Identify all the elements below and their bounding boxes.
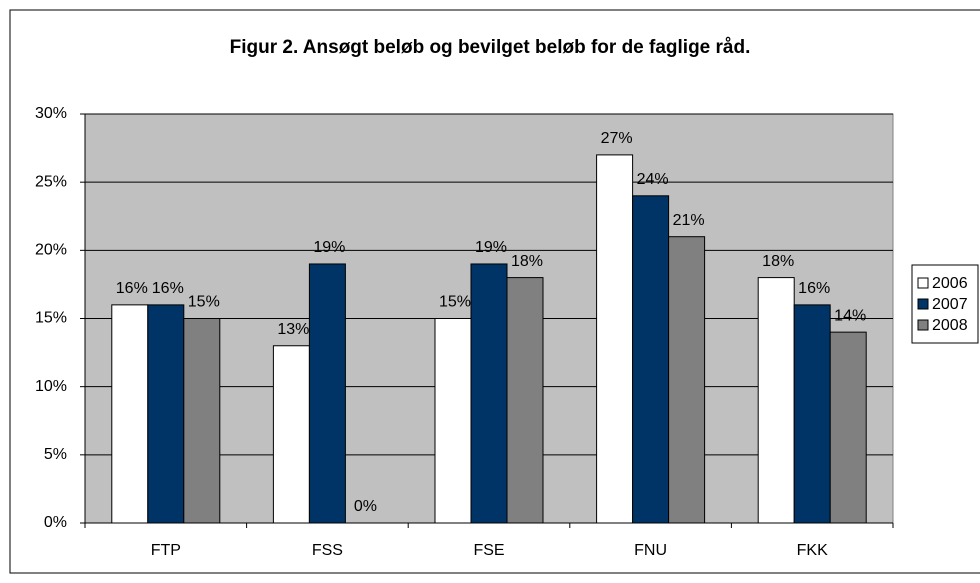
y-tick-label: 15% — [35, 310, 67, 327]
value-label: 15% — [188, 294, 220, 311]
value-label: 24% — [637, 171, 669, 188]
y-tick-label: 5% — [44, 446, 67, 463]
y-tick-label: 0% — [44, 514, 67, 531]
legend-swatch — [917, 277, 929, 289]
bar — [434, 318, 472, 524]
bar — [183, 318, 221, 524]
bar — [506, 277, 544, 524]
value-label: 16% — [152, 280, 184, 297]
legend-label: 2007 — [932, 296, 968, 313]
bar — [668, 236, 706, 524]
y-tick-label: 25% — [35, 173, 67, 190]
value-label: 27% — [601, 130, 633, 147]
y-tick-label: 10% — [35, 378, 67, 395]
x-tick-label: FKK — [797, 542, 828, 559]
legend-swatch — [917, 298, 929, 310]
bar — [793, 304, 831, 524]
bar — [147, 304, 185, 524]
bar — [829, 331, 867, 524]
x-tick-label: FSS — [312, 542, 343, 559]
x-tick-label: FTP — [151, 542, 181, 559]
value-label: 16% — [116, 280, 148, 297]
value-label: 15% — [439, 294, 471, 311]
legend-label: 2006 — [932, 275, 968, 292]
bar — [111, 304, 149, 524]
value-label: 14% — [834, 307, 866, 324]
value-label: 19% — [475, 239, 507, 256]
bar — [308, 263, 346, 524]
bar — [272, 345, 310, 524]
value-label: 21% — [673, 212, 705, 229]
value-label: 19% — [313, 239, 345, 256]
bar — [596, 154, 634, 524]
bar — [632, 195, 670, 524]
value-label: 16% — [798, 280, 830, 297]
x-tick-label: FSE — [473, 542, 504, 559]
legend-label: 2008 — [932, 317, 968, 334]
value-label: 0% — [354, 498, 377, 515]
bar — [470, 263, 508, 524]
chart-title: Figur 2. Ansøgt beløb og bevilget beløb … — [230, 37, 751, 58]
y-tick-label: 20% — [35, 242, 67, 259]
legend-swatch — [917, 319, 929, 331]
value-label: 18% — [762, 253, 794, 270]
bar — [757, 277, 795, 524]
value-label: 13% — [277, 321, 309, 338]
x-tick-label: FNU — [634, 542, 667, 559]
value-label: 18% — [511, 253, 543, 270]
y-tick-label: 30% — [35, 105, 67, 122]
